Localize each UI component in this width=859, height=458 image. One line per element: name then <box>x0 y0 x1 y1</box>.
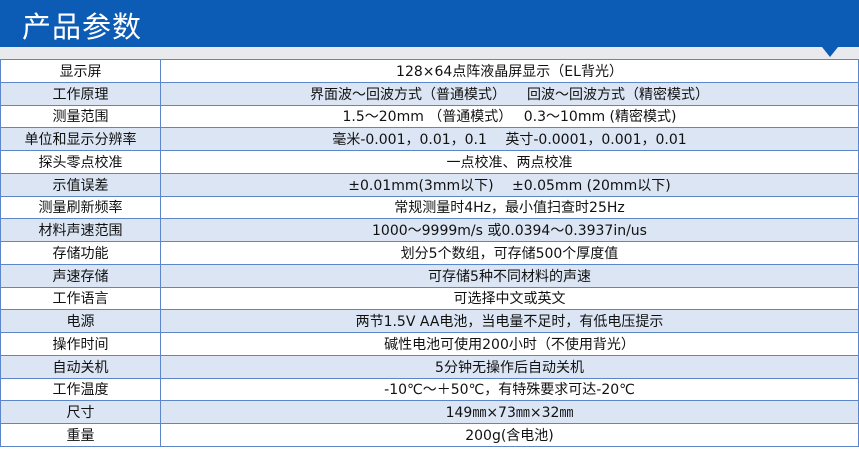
spec-row: 重量 200g(含电池) <box>0 423 859 447</box>
spec-label: 声速存储 <box>0 263 161 288</box>
spec-row: 声速存储 可存储5种不同材料的声速 <box>0 263 859 288</box>
spec-label: 工作温度 <box>0 377 161 402</box>
spec-value: 可选择中文或英文 <box>160 286 859 311</box>
spec-value: 毫米-0.001，0.01，0.1 英寸-0.0001，0.001，0.01 <box>160 127 859 151</box>
spec-row: 材料声速范围 1000～9999m/s 或0.0394～0.3937in/us <box>0 218 859 242</box>
spec-row: 存储功能 划分5个数组，可存储500个厚度值 <box>0 241 859 265</box>
spec-row: 自动关机 5分钟无操作后自动关机 <box>0 354 859 379</box>
spec-label: 工作原理 <box>0 81 161 106</box>
spec-label: 工作语言 <box>0 286 161 311</box>
header-divider <box>0 47 859 59</box>
spec-value: 界面波～回波方式（普通模式） 回波～回波方式（精密模式） <box>160 81 859 106</box>
spec-row: 单位和显示分辨率 毫米-0.001，0.01，0.1 英寸-0.0001，0.00… <box>0 127 859 151</box>
spec-value: 1000～9999m/s 或0.0394～0.3937in/us <box>160 218 859 242</box>
spec-value: 5分钟无操作后自动关机 <box>160 354 859 379</box>
spec-row: 尺寸 149㎜×73㎜×32㎜ <box>0 400 859 424</box>
spec-value: 常规测量时4Hz，最小值扫查时25Hz <box>160 195 859 220</box>
spec-value: ±0.01mm(3mm以下) ±0.05mm (20mm以下) <box>160 172 859 197</box>
spec-label: 单位和显示分辨率 <box>0 127 161 151</box>
spec-value: 两节1.5V AA电池，当电量不足时，有低电压提示 <box>160 309 859 333</box>
spec-label: 探头零点校准 <box>0 150 161 174</box>
spec-label: 存储功能 <box>0 241 161 265</box>
spec-row: 工作温度 -10℃～＋50℃，有特殊要求可达-20℃ <box>0 377 859 402</box>
pointer-triangle-icon <box>822 47 838 57</box>
spec-row: 示值误差 ±0.01mm(3mm以下) ±0.05mm (20mm以下) <box>0 172 859 197</box>
spec-label: 材料声速范围 <box>0 218 161 242</box>
spec-value: 一点校准、两点校准 <box>160 150 859 174</box>
section-title: 产品参数 <box>22 10 143 44</box>
spec-row: 工作原理 界面波～回波方式（普通模式） 回波～回波方式（精密模式） <box>0 81 859 106</box>
spec-row: 电源 两节1.5V AA电池，当电量不足时，有低电压提示 <box>0 309 859 333</box>
spec-value: 碱性电池可使用200小时（不使用背光） <box>160 332 859 356</box>
spec-label: 示值误差 <box>0 172 161 197</box>
spec-label: 显示屏 <box>0 59 161 83</box>
spec-label: 自动关机 <box>0 354 161 379</box>
spec-label: 测量刷新频率 <box>0 195 161 220</box>
spec-row: 测量范围 1.5～20mm （普通模式） 0.3～10mm (精密模式) <box>0 104 859 129</box>
section-header: 产品参数 <box>0 0 859 47</box>
spec-row: 显示屏 128×64点阵液晶屏显示（EL背光） <box>0 59 859 83</box>
spec-value: 划分5个数组，可存储500个厚度值 <box>160 241 859 265</box>
spec-label: 测量范围 <box>0 104 161 129</box>
spec-table: 显示屏 128×64点阵液晶屏显示（EL背光） 工作原理 界面波～回波方式（普通模式）… <box>0 59 859 447</box>
spec-value: 1.5～20mm （普通模式） 0.3～10mm (精密模式) <box>160 104 859 129</box>
spec-row: 操作时间 碱性电池可使用200小时（不使用背光） <box>0 332 859 356</box>
spec-label: 电源 <box>0 309 161 333</box>
spec-row: 工作语言 可选择中文或英文 <box>0 286 859 311</box>
spec-label: 尺寸 <box>0 400 161 424</box>
spec-value: -10℃～＋50℃，有特殊要求可达-20℃ <box>160 377 859 402</box>
spec-row: 探头零点校准 一点校准、两点校准 <box>0 150 859 174</box>
spec-label: 重量 <box>0 423 161 447</box>
spec-label: 操作时间 <box>0 332 161 356</box>
spec-value: 128×64点阵液晶屏显示（EL背光） <box>160 59 859 83</box>
spec-row: 测量刷新频率 常规测量时4Hz，最小值扫查时25Hz <box>0 195 859 220</box>
spec-value: 149㎜×73㎜×32㎜ <box>160 400 859 424</box>
spec-value: 可存储5种不同材料的声速 <box>160 263 859 288</box>
spec-value: 200g(含电池) <box>160 423 859 447</box>
